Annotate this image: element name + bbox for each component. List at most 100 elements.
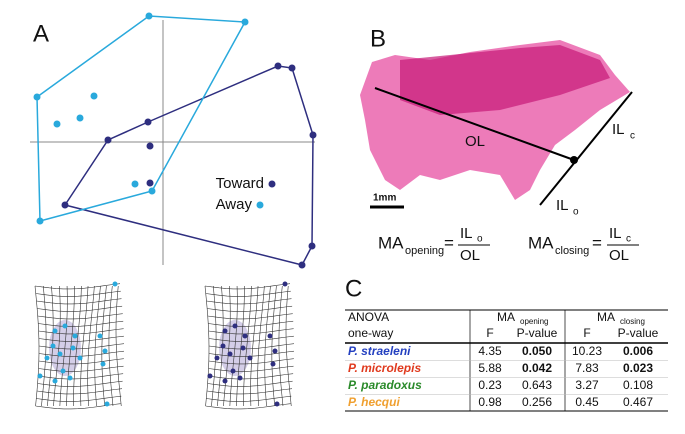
grid-line (37, 380, 123, 387)
table-header-sub: closing (620, 317, 645, 326)
landmark (102, 348, 108, 354)
point (53, 120, 61, 128)
table-header: F (583, 326, 590, 340)
grid-line (66, 285, 75, 407)
grid-line (206, 395, 292, 402)
table-header-sub: opening (520, 317, 548, 326)
table-cell: 0.23 (478, 378, 502, 392)
landmark (77, 355, 83, 361)
point (298, 261, 306, 269)
landmark (62, 323, 68, 329)
landmark (37, 373, 43, 379)
grid-line (208, 320, 294, 327)
table-cell: 4.35 (478, 344, 502, 358)
label-ol: OL (465, 133, 485, 150)
grid-line (80, 285, 89, 407)
label-sub: c (630, 131, 635, 142)
table-cell: 5.88 (478, 361, 502, 375)
point (144, 118, 152, 126)
landmark (52, 378, 58, 384)
landmark (112, 281, 118, 287)
landmark (227, 351, 233, 357)
point (36, 217, 44, 225)
table-cell: 0.050 (522, 344, 552, 358)
landmark (220, 343, 226, 349)
table-cell: 0.006 (623, 344, 653, 358)
grid-line (250, 285, 259, 407)
grid-line (38, 358, 124, 365)
panel-label: C (345, 275, 362, 302)
landmark (232, 323, 238, 329)
grid-line (38, 373, 124, 380)
formula-den: OL (609, 247, 629, 264)
formula-ma: MA (528, 233, 554, 252)
ol-line (374, 87, 575, 161)
grid-line (264, 285, 271, 407)
il-line (539, 91, 633, 206)
landmark (67, 375, 73, 381)
landmark (97, 333, 103, 339)
grid-line (223, 285, 231, 407)
point (61, 201, 69, 209)
landmark (274, 401, 280, 407)
formula-num: IL (609, 225, 622, 242)
grid-line (34, 283, 121, 290)
table-header: MA (597, 310, 615, 324)
grid-line (206, 388, 293, 395)
landmark (270, 361, 276, 367)
label-il: IL (556, 197, 569, 214)
landmark (104, 401, 110, 407)
label-sub: o (573, 207, 579, 218)
table-header: F (486, 326, 493, 340)
label-il: IL (612, 121, 625, 138)
point (288, 64, 296, 72)
species-name: P. straeleni (348, 344, 411, 358)
legend-marker (256, 201, 264, 209)
landmark (52, 328, 58, 334)
landmark (267, 333, 273, 339)
jaw-shade (400, 45, 610, 115)
grid-line (38, 335, 124, 342)
legend-marker (268, 180, 276, 188)
landmark (100, 361, 106, 367)
table-header: P-value (618, 326, 659, 340)
table-cell: 0.108 (623, 378, 653, 392)
table-cell: 7.83 (575, 361, 599, 375)
table-header: one-way (348, 326, 393, 340)
grid-line (278, 285, 284, 407)
point (146, 179, 154, 187)
landmark (207, 373, 213, 379)
grid-line (87, 285, 95, 407)
table-cell: 0.45 (575, 395, 599, 409)
formula-sub: c (626, 234, 631, 245)
grid-line (73, 285, 82, 407)
grid-line (36, 298, 122, 305)
point (104, 136, 112, 144)
landmark (272, 348, 278, 354)
grid-line (207, 305, 293, 312)
grid-line (208, 365, 294, 372)
grid-line (37, 305, 123, 312)
landmark (50, 343, 56, 349)
legend-label: Away (216, 196, 253, 213)
landmark (247, 355, 253, 361)
landmark (230, 368, 236, 374)
table-cell: 3.27 (575, 378, 599, 392)
grid-line (207, 313, 293, 320)
landmark (240, 345, 246, 351)
grid-line (204, 285, 210, 407)
formula-num: IL (460, 225, 473, 242)
landmark (282, 281, 288, 287)
point (309, 131, 317, 139)
formula-sub: opening (405, 245, 444, 257)
grid-line (205, 290, 291, 297)
grid-line (94, 285, 101, 407)
grid-line (53, 285, 61, 407)
landmark (222, 378, 228, 384)
grid-line (207, 380, 293, 387)
formula-sub: closing (555, 245, 589, 257)
landmark (60, 368, 66, 374)
grid-line (236, 285, 245, 407)
landmark (237, 375, 243, 381)
